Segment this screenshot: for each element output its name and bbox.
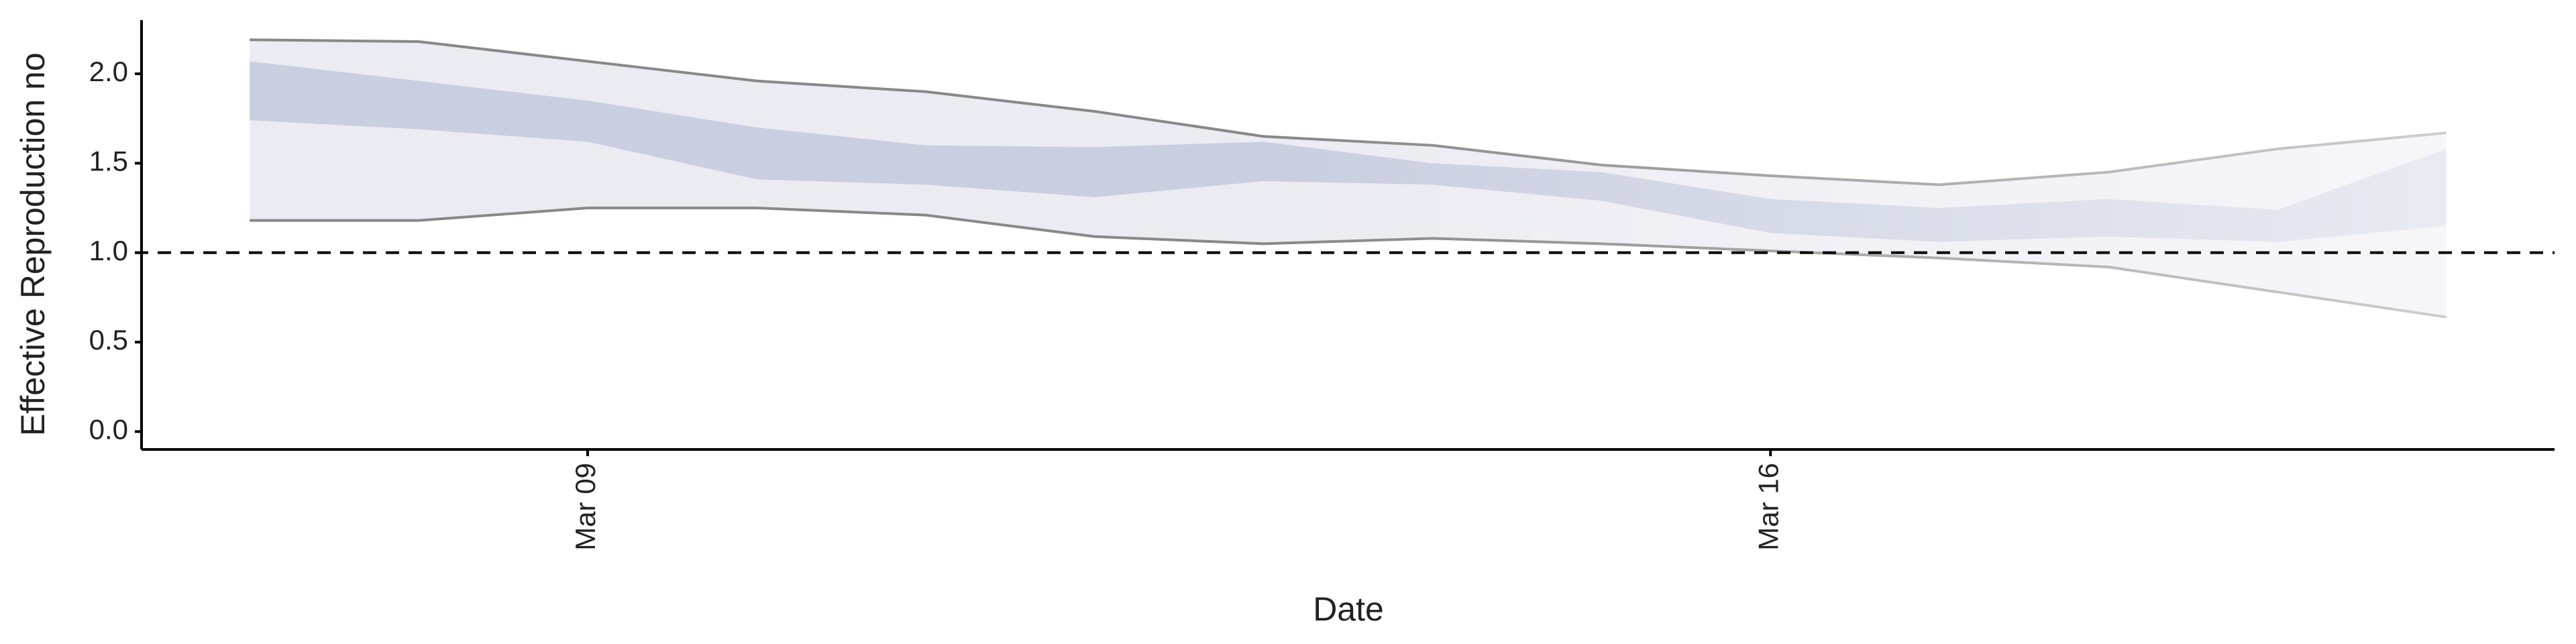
x-tick-label: Mar 16 [1752,463,1784,551]
y-tick-label: 1.0 [89,235,128,266]
x-tick-label: Mar 09 [570,463,601,551]
ribbon [250,61,2447,242]
bound-line [250,207,2447,319]
y-tick-label: 0.0 [89,413,128,445]
y-axis-label: Effective Reproduction no [14,52,52,436]
x-axis-label: Date [1313,590,1384,628]
y-tick-label: 2.0 [89,56,128,87]
y-tick-label: 0.5 [89,324,128,356]
y-tick-label: 1.5 [89,145,128,176]
bound-line [250,38,2447,186]
plot-area [250,38,2447,319]
